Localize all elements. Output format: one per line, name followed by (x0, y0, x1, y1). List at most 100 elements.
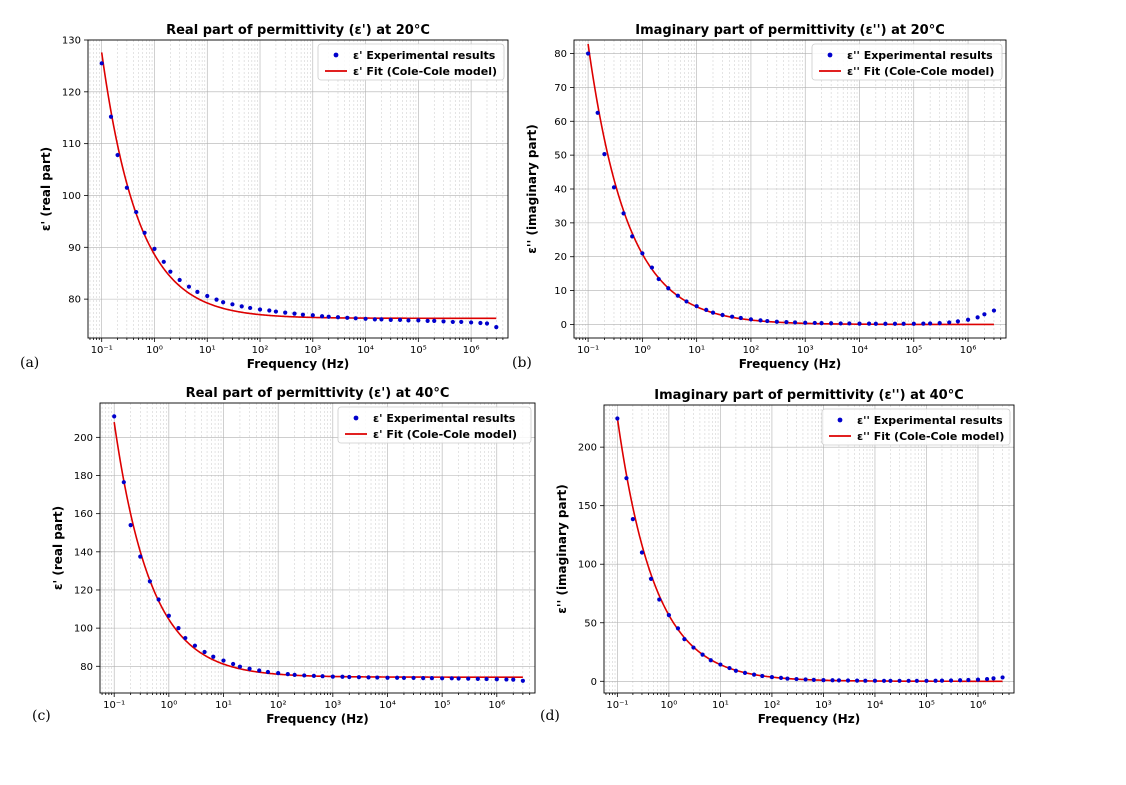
data-point (873, 321, 878, 326)
data-point (947, 320, 952, 325)
y-tick-label: 140 (74, 547, 93, 558)
y-tick-label: 200 (74, 433, 93, 444)
data-point (965, 317, 971, 322)
grid (600, 405, 1014, 697)
data-point (459, 319, 464, 325)
data-point (928, 321, 933, 326)
grid (570, 40, 1006, 342)
grid (84, 39, 508, 342)
data-point (948, 678, 954, 683)
data-point (955, 319, 961, 324)
data-point (494, 677, 499, 682)
data-point (257, 307, 263, 312)
y-tick-label: 40 (554, 185, 567, 196)
data-point (937, 321, 942, 326)
data-point (727, 665, 732, 671)
data-point (450, 319, 455, 325)
y-tick-label: 80 (554, 49, 567, 60)
data-point (585, 51, 591, 56)
x-tick-label: 10¹ (215, 700, 232, 711)
chart-panel-c: 10⁻¹ 10⁰ 10¹ 10² 10³ 10⁴ 10⁵ 10⁶ 80 100 120 140 160 1… (32, 386, 536, 726)
data-point (99, 61, 104, 66)
data-point (691, 645, 696, 650)
data-point (847, 321, 852, 326)
data-point (425, 318, 430, 323)
y-tick-label: 70 (554, 83, 567, 94)
data-point (273, 309, 279, 314)
data-point (211, 654, 216, 659)
data-point (231, 661, 236, 667)
x-tick-label: 10⁰ (661, 700, 678, 711)
data-point (205, 293, 210, 299)
x-tick-label: 10⁵ (410, 345, 427, 356)
data-point (366, 675, 371, 680)
data-point (863, 678, 868, 683)
data-point (221, 300, 226, 305)
legend: ε'' Experimental results ε'' Fit (Cole-Co… (821, 408, 1011, 446)
data-point (958, 678, 963, 683)
data-point (748, 317, 754, 322)
data-point (854, 678, 860, 683)
data-point (700, 652, 705, 657)
x-tick-label: 10⁶ (463, 345, 480, 356)
data-point (406, 318, 411, 323)
data-point (230, 302, 235, 307)
x-tick-label: 10⁴ (851, 345, 868, 356)
data-point (484, 321, 490, 326)
x-tick-label: 10² (270, 700, 287, 711)
legend-entry: ε' Fit (Cole-Cole model) (353, 65, 497, 78)
data-point (265, 669, 271, 675)
data-point (730, 314, 735, 319)
grid (96, 403, 535, 697)
y-axis-label: ε'' (imaginary part) (555, 484, 569, 614)
data-point (375, 675, 380, 680)
data-point (310, 313, 315, 318)
panel-label: (b) (512, 355, 532, 371)
data-point (657, 597, 662, 602)
y-axis-label: ε' (real part) (39, 147, 53, 231)
data-point (128, 523, 133, 528)
data-point (888, 678, 893, 683)
data-point (991, 676, 996, 681)
data-point (372, 317, 377, 322)
y-tick-label: 120 (62, 87, 81, 98)
y-tick-label: 100 (578, 560, 597, 571)
experimental-series (615, 416, 1005, 683)
data-point (124, 185, 129, 190)
data-point (115, 152, 120, 158)
data-point (784, 319, 789, 325)
data-point (432, 318, 437, 323)
data-point (624, 476, 629, 481)
x-tick-label: 10⁻¹ (577, 345, 599, 356)
data-point (836, 678, 842, 683)
data-point (112, 414, 117, 419)
data-point (901, 321, 906, 326)
data-point (283, 310, 288, 315)
data-point (630, 234, 635, 239)
legend-box (821, 408, 1011, 446)
legend-marker (333, 52, 339, 58)
x-tick-label: 10⁰ (160, 700, 177, 711)
x-tick-label: 10⁻¹ (606, 700, 628, 711)
data-point (401, 675, 407, 681)
legend-entry: ε' Experimental results (373, 412, 516, 425)
y-tick-label: 200 (578, 443, 597, 454)
data-point (276, 671, 281, 676)
data-point (176, 626, 181, 631)
data-point (881, 678, 887, 683)
data-point (237, 664, 243, 669)
data-point (742, 670, 748, 675)
data-point (845, 678, 851, 683)
x-tick-label: 10¹ (199, 345, 216, 356)
x-tick-label: 10³ (304, 345, 321, 356)
data-point (675, 293, 680, 298)
x-tick-label: 10⁻¹ (103, 700, 125, 711)
legend-entry: ε'' Experimental results (857, 414, 1003, 427)
data-point (214, 297, 219, 302)
data-point (718, 662, 723, 667)
data-point (794, 676, 799, 682)
data-point (982, 312, 987, 317)
data-point (866, 321, 872, 326)
data-point (630, 517, 635, 522)
data-point (311, 673, 316, 678)
